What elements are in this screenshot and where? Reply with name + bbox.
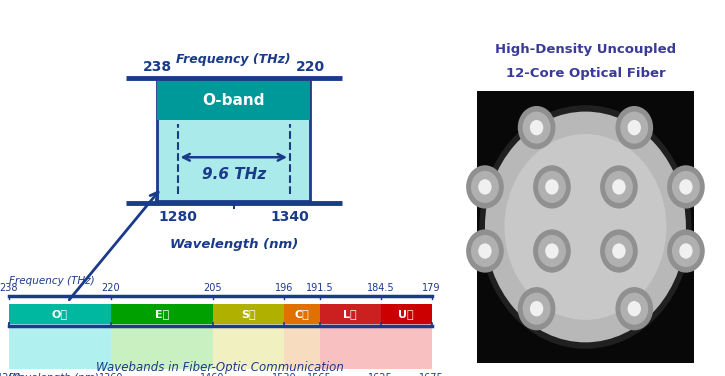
Circle shape <box>628 120 641 135</box>
Circle shape <box>667 229 705 273</box>
Text: Frequency (THz): Frequency (THz) <box>9 276 95 287</box>
Text: C帯: C帯 <box>294 309 309 319</box>
Text: 196: 196 <box>275 283 293 293</box>
Text: Wavebands in Fiber-Optic Communication: Wavebands in Fiber-Optic Communication <box>96 361 344 374</box>
Circle shape <box>545 179 559 195</box>
Text: Frequency (THz): Frequency (THz) <box>176 53 291 66</box>
Text: 1280: 1280 <box>158 210 197 224</box>
Circle shape <box>545 243 559 259</box>
Circle shape <box>679 243 692 259</box>
Circle shape <box>533 165 571 209</box>
Text: U帯: U帯 <box>398 309 414 319</box>
Text: 12-Core Optical Fiber: 12-Core Optical Fiber <box>505 67 666 80</box>
Text: Wavelength (nm): Wavelength (nm) <box>9 373 99 376</box>
Bar <box>381 324 431 369</box>
Circle shape <box>612 179 626 195</box>
Circle shape <box>628 301 641 316</box>
Text: High-Density Uncoupled: High-Density Uncoupled <box>495 43 676 56</box>
Text: O-band: O-band <box>202 92 265 108</box>
Circle shape <box>478 243 492 259</box>
Bar <box>284 324 320 369</box>
Circle shape <box>600 165 638 209</box>
Circle shape <box>621 293 648 325</box>
Text: Wavelength (nm): Wavelength (nm) <box>170 238 298 251</box>
Circle shape <box>523 293 550 325</box>
Circle shape <box>530 120 543 135</box>
Text: 1360: 1360 <box>99 373 123 376</box>
Text: 205: 205 <box>203 283 222 293</box>
Text: 238: 238 <box>143 61 172 74</box>
Circle shape <box>616 287 653 331</box>
Bar <box>9 304 111 324</box>
Circle shape <box>530 301 543 316</box>
Bar <box>476 91 695 363</box>
Bar <box>9 324 111 369</box>
Text: 191.5: 191.5 <box>306 283 334 293</box>
Circle shape <box>672 235 700 267</box>
Text: O帯: O帯 <box>52 309 68 319</box>
Circle shape <box>533 229 571 273</box>
Circle shape <box>679 179 692 195</box>
Text: 1530: 1530 <box>272 373 297 376</box>
Bar <box>212 304 284 324</box>
Text: 184.5: 184.5 <box>367 283 394 293</box>
Text: 1565: 1565 <box>307 373 332 376</box>
Circle shape <box>672 171 700 203</box>
Circle shape <box>600 229 638 273</box>
Circle shape <box>605 235 633 267</box>
Bar <box>157 80 310 120</box>
Text: 220: 220 <box>102 283 120 293</box>
Circle shape <box>466 229 504 273</box>
Bar <box>111 324 212 369</box>
Circle shape <box>621 112 648 144</box>
Circle shape <box>538 235 566 267</box>
Circle shape <box>485 112 686 342</box>
Bar <box>157 80 310 201</box>
Circle shape <box>667 165 705 209</box>
Text: 9.6-THz Bandwidth (1280-1340 nm) × 12 Cores =115.2 THz: 9.6-THz Bandwidth (1280-1340 nm) × 12 Co… <box>9 11 604 29</box>
Bar <box>381 304 431 324</box>
Text: L帯: L帯 <box>343 309 357 319</box>
Circle shape <box>616 106 653 149</box>
Text: 9.6 THz: 9.6 THz <box>202 167 266 182</box>
Bar <box>284 304 320 324</box>
Circle shape <box>518 106 555 149</box>
Circle shape <box>612 243 626 259</box>
Bar <box>320 304 381 324</box>
Circle shape <box>466 165 504 209</box>
Circle shape <box>523 112 550 144</box>
Bar <box>212 324 284 369</box>
Text: 1675: 1675 <box>419 373 444 376</box>
Text: 220: 220 <box>296 61 325 74</box>
Circle shape <box>518 287 555 331</box>
Bar <box>111 304 212 324</box>
Circle shape <box>471 235 499 267</box>
Text: 238: 238 <box>0 283 18 293</box>
Circle shape <box>478 179 492 195</box>
Circle shape <box>479 105 692 349</box>
Bar <box>320 324 381 369</box>
Text: 1340: 1340 <box>270 210 310 224</box>
Circle shape <box>605 171 633 203</box>
Text: E帯: E帯 <box>154 309 169 319</box>
Circle shape <box>505 134 666 320</box>
Text: S帯: S帯 <box>241 309 256 319</box>
Text: 179: 179 <box>422 283 441 293</box>
Text: 1260: 1260 <box>0 373 21 376</box>
Circle shape <box>471 171 499 203</box>
Text: 1460: 1460 <box>200 373 225 376</box>
Text: 1625: 1625 <box>368 373 393 376</box>
Circle shape <box>538 171 566 203</box>
